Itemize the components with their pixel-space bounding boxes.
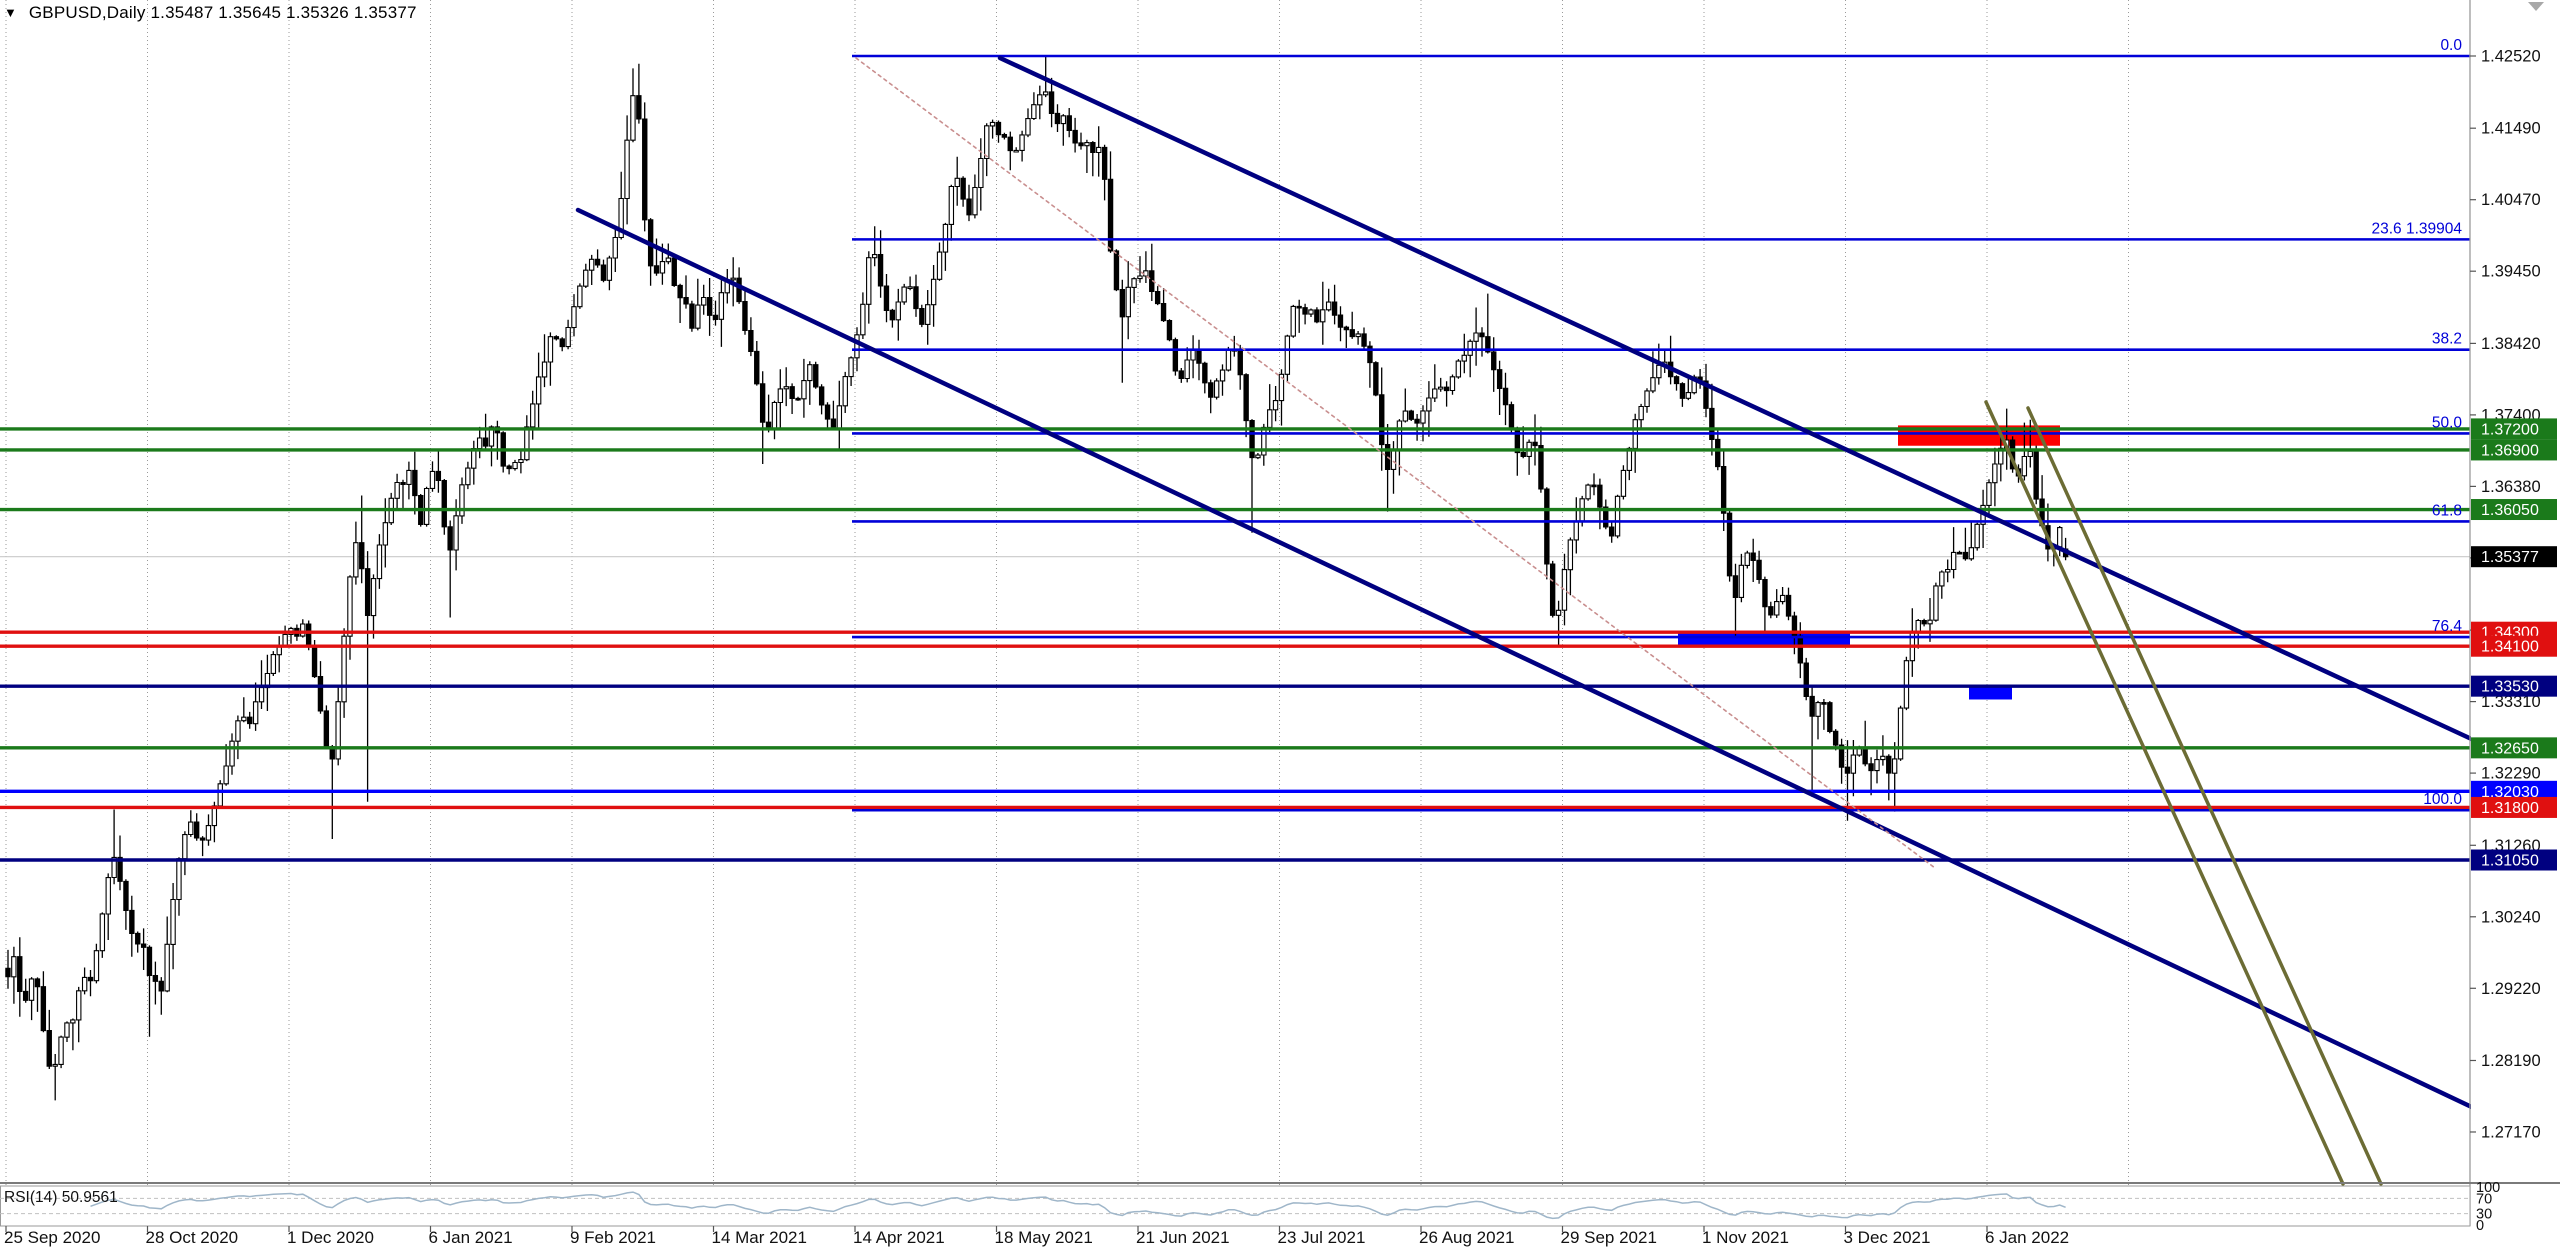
price-tick-label: 1.41490	[2481, 120, 2541, 138]
symbol-dropdown-icon[interactable]: ▼	[4, 5, 17, 20]
price-badge-label: 1.35377	[2481, 549, 2539, 566]
price-badge-label: 1.31050	[2481, 853, 2539, 870]
price-badge-label: 1.37200	[2481, 421, 2539, 438]
price-tick-label: 1.38420	[2481, 335, 2541, 353]
fib-label: 38.2	[2432, 331, 2462, 348]
price-tick-label: 1.42520	[2481, 48, 2541, 66]
price-tick-label: 1.32290	[2481, 765, 2541, 783]
fib-label: 50.0	[2432, 414, 2463, 431]
dotted-trendline[interactable]	[855, 57, 1936, 869]
price-badge-label: 1.31800	[2481, 800, 2539, 817]
price-badge-1.36900	[2471, 439, 2557, 461]
price-tick-label: 1.29220	[2481, 980, 2541, 998]
channel-lower[interactable]	[575, 207, 2481, 1113]
bull-candle-bodies	[11, 91, 2063, 1067]
fib-label: 76.4	[2432, 618, 2463, 635]
price-badge-label: 1.33530	[2481, 679, 2539, 696]
price-badge-1.32030	[2471, 780, 2557, 802]
price-badge-1.37200	[2471, 418, 2557, 440]
candles	[5, 56, 2069, 1101]
zones	[1678, 425, 2060, 700]
rsi-value-label: RSI(14) 50.9561	[4, 1189, 118, 1206]
time-tick-label: 18 May 2021	[995, 1228, 1093, 1247]
price-tick-label: 1.30240	[2481, 908, 2541, 926]
rsi-scale-label: 0	[2476, 1218, 2484, 1234]
price-tick-label: 1.33310	[2481, 693, 2541, 711]
time-tick-label: 29 Sep 2021	[1561, 1228, 1657, 1247]
price-badge-1.31050	[2471, 849, 2557, 871]
time-tick-label: 14 Mar 2021	[712, 1228, 807, 1247]
price-badge-1.32650	[2471, 737, 2557, 759]
price-badge-1.36050	[2471, 499, 2557, 521]
chart-title[interactable]: ▼ GBPUSD,Daily 1.35487 1.35645 1.35326 1…	[4, 3, 417, 23]
horizontal-levels	[0, 427, 2470, 862]
demand-zone-1-rect[interactable]	[1678, 632, 1850, 647]
time-tick-label: 6 Jan 2021	[429, 1228, 513, 1247]
price-tick-label: 1.36380	[2481, 478, 2541, 496]
time-tick-label: 23 Jul 2021	[1278, 1228, 1366, 1247]
rsi-scale-label: 70	[2476, 1191, 2492, 1207]
rsi-scale-label: 30	[2476, 1207, 2492, 1223]
time-tick-label: 28 Oct 2020	[146, 1228, 239, 1247]
price-tick-label: 1.39450	[2481, 263, 2541, 281]
price-badge-1.31800	[2471, 796, 2557, 818]
bear-candle-bodies	[5, 91, 2069, 1067]
time-tick-label: 21 Jun 2021	[1136, 1228, 1230, 1247]
price-badge-label: 1.36050	[2481, 502, 2539, 519]
price-badge-1.34100	[2471, 635, 2557, 657]
time-axis: 25 Sep 2020 28 Oct 2020 1 Dec 2020 6 Jan 20…	[4, 1226, 2069, 1247]
symbol-ohlc-label: GBPUSD,Daily 1.35487 1.35645 1.35326 1.3…	[28, 3, 417, 22]
rsi-panel-box	[0, 1185, 2471, 1227]
chart-shift-marker-icon[interactable]	[2528, 2, 2544, 11]
time-gridlines	[5, 0, 2129, 1226]
time-tick-label: 1 Dec 2020	[287, 1228, 374, 1247]
time-tick-label: 9 Feb 2021	[570, 1228, 656, 1247]
price-badge-label: 1.34100	[2481, 639, 2539, 656]
steep-channel-1[interactable]	[1984, 400, 2345, 1186]
fib-label: 23.6 1.39904	[2371, 220, 2462, 237]
price-badge-label: 1.36900	[2481, 442, 2539, 459]
steep-channel-2[interactable]	[2026, 406, 2383, 1186]
channel-upper[interactable]	[997, 55, 2481, 745]
price-axis-bg	[2471, 0, 2560, 1226]
price-badge-1.35377	[2471, 546, 2557, 568]
fib-label: 61.8	[2432, 502, 2462, 519]
price-axis: 1.425201.414901.404701.394501.384201.374…	[2469, 0, 2560, 1226]
fib-label: 0.0	[2440, 37, 2462, 54]
time-tick-label: 1 Nov 2021	[1702, 1228, 1789, 1247]
trendlines	[575, 55, 2481, 1186]
fibonacci-retracement[interactable]: 0.0 23.6 1.39904 38.2 50.0 61.8 76.4 100.0	[852, 37, 2470, 812]
time-tick-label: 14 Apr 2021	[853, 1228, 945, 1247]
rsi-scale-label: 100	[2476, 1180, 2500, 1196]
time-tick-label: 26 Aug 2021	[1419, 1228, 1514, 1247]
time-tick-label: 3 Dec 2021	[1844, 1228, 1931, 1247]
price-badge-label: 1.32650	[2481, 740, 2539, 757]
price-tick-label: 1.27170	[2481, 1123, 2541, 1141]
time-tick-label: 6 Jan 2022	[1985, 1228, 2069, 1247]
price-tick-label: 1.40470	[2481, 191, 2541, 209]
price-badge-label: 1.32030	[2481, 784, 2539, 801]
price-tick-label: 1.28190	[2481, 1052, 2541, 1070]
price-badge-1.33530	[2471, 675, 2557, 697]
rsi-line	[90, 1191, 2066, 1220]
demand-zone-2-rect[interactable]	[1969, 686, 2012, 700]
fib-label: 100.0	[2423, 791, 2462, 808]
time-tick-label: 25 Sep 2020	[4, 1228, 100, 1247]
